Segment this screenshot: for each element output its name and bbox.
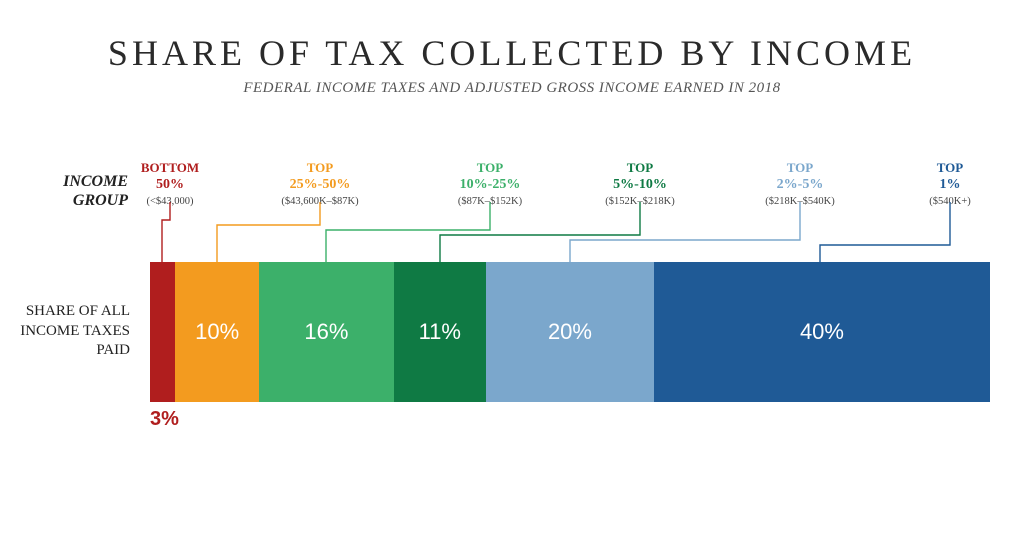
connector-top5-10 xyxy=(440,202,640,262)
segment-value: 20% xyxy=(548,319,592,345)
connector-top25-50 xyxy=(217,202,320,262)
connector-top2-5 xyxy=(570,202,800,262)
group-label-bottom50: BOTTOM50%(<$43,000) xyxy=(115,160,225,208)
group-pct: 1% xyxy=(895,176,1005,194)
group-label-top5-10: TOP5%-10%($152K–$218K) xyxy=(585,160,695,208)
group-pct: 10%-25% xyxy=(435,176,545,194)
share-heading: SHARE OF ALL INCOME TAXES PAID xyxy=(20,302,130,361)
group-label-top10-25: TOP10%-25%($87K–$152K) xyxy=(435,160,545,208)
connector-top1 xyxy=(820,202,950,262)
bar-segment-top5-10: 11% xyxy=(394,262,486,402)
group-topword: BOTTOM xyxy=(115,160,225,176)
segment-value: 11% xyxy=(419,319,461,345)
connector-lines xyxy=(150,202,990,262)
group-label-top1: TOP1%($540K+) xyxy=(895,160,1005,208)
bar-segment-top25-50: 10% xyxy=(175,262,259,402)
group-topword: TOP xyxy=(585,160,695,176)
group-topword: TOP xyxy=(895,160,1005,176)
group-topword: TOP xyxy=(435,160,545,176)
segment-value: 10% xyxy=(195,319,239,345)
connector-bottom50 xyxy=(162,202,170,262)
chart-subtitle: FEDERAL INCOME TAXES AND ADJUSTED GROSS … xyxy=(0,80,1024,97)
group-topword: TOP xyxy=(265,160,375,176)
group-label-top25-50: TOP25%-50%($43,600K–$87K) xyxy=(265,160,375,208)
group-pct: 25%-50% xyxy=(265,176,375,194)
group-topword: TOP xyxy=(745,160,855,176)
bar-segment-top2-5: 20% xyxy=(486,262,654,402)
segment-value-below-bottom50: 3% xyxy=(150,408,179,431)
group-label-top2-5: TOP2%-5%($218K–$540K) xyxy=(745,160,855,208)
group-pct: 50% xyxy=(115,176,225,194)
segment-value: 40% xyxy=(800,319,844,345)
segment-value: 16% xyxy=(304,319,348,345)
group-pct: 5%-10% xyxy=(585,176,695,194)
bar-segment-top1: 40% xyxy=(654,262,990,402)
chart-title: SHARE OF TAX COLLECTED BY INCOME xyxy=(0,32,1024,74)
bar-segment-bottom50 xyxy=(150,262,175,402)
group-pct: 2%-5% xyxy=(745,176,855,194)
connector-top10-25 xyxy=(326,202,490,262)
bar-segment-top10-25: 16% xyxy=(259,262,393,402)
stacked-bar: 10% 16% 11% 20% 40% xyxy=(150,262,990,402)
